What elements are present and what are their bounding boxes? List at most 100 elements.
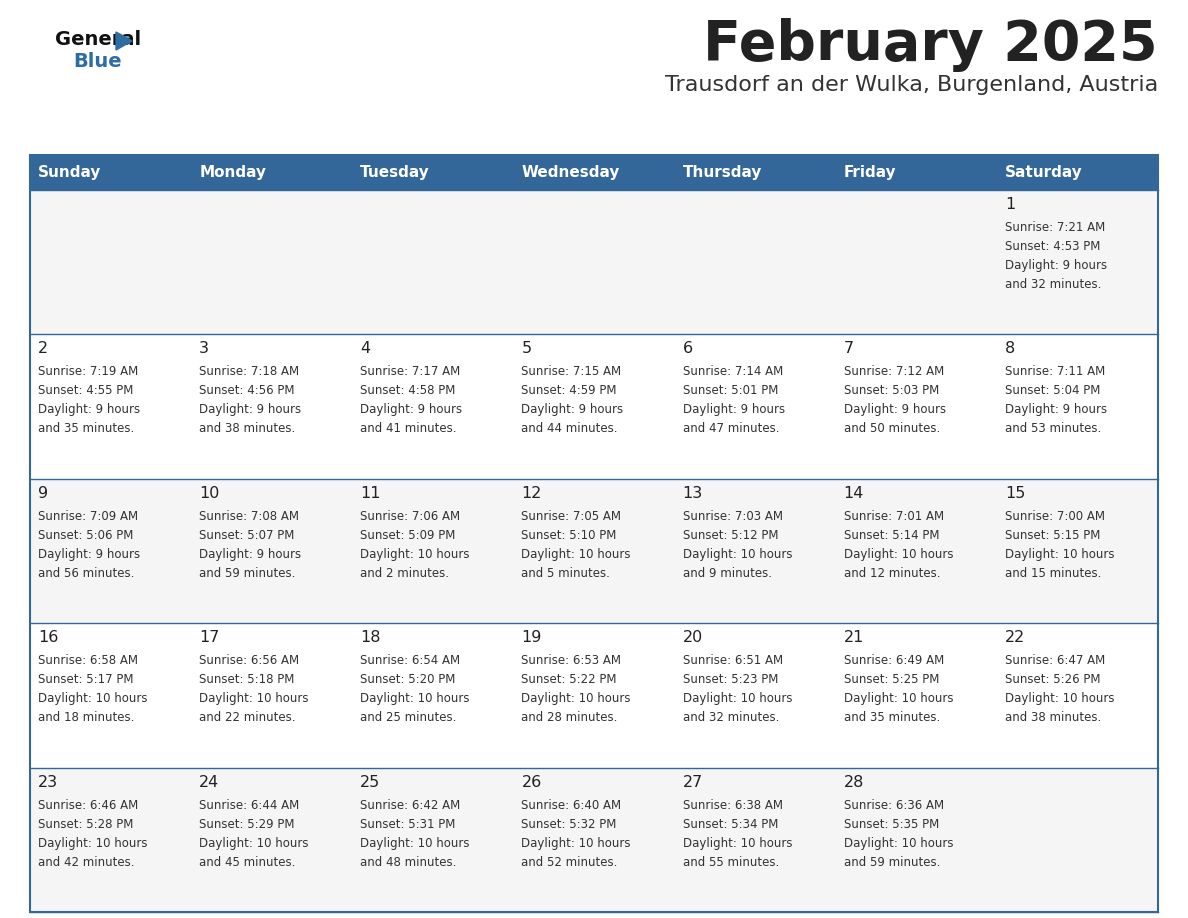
Text: 26: 26 (522, 775, 542, 789)
Text: and 2 minutes.: and 2 minutes. (360, 566, 449, 580)
Text: Daylight: 10 hours: Daylight: 10 hours (522, 548, 631, 561)
Text: Sunrise: 7:06 AM: Sunrise: 7:06 AM (360, 509, 461, 522)
Text: Blue: Blue (72, 52, 121, 71)
Text: and 48 minutes.: and 48 minutes. (360, 856, 456, 868)
Text: 3: 3 (200, 341, 209, 356)
Text: Daylight: 10 hours: Daylight: 10 hours (1005, 548, 1114, 561)
Text: Sunrise: 7:03 AM: Sunrise: 7:03 AM (683, 509, 783, 522)
Text: 8: 8 (1005, 341, 1015, 356)
Text: Daylight: 9 hours: Daylight: 9 hours (1005, 259, 1107, 272)
Text: Daylight: 9 hours: Daylight: 9 hours (200, 548, 302, 561)
Text: Sunset: 5:14 PM: Sunset: 5:14 PM (843, 529, 940, 542)
Text: Sunrise: 7:01 AM: Sunrise: 7:01 AM (843, 509, 943, 522)
Text: Sunset: 5:34 PM: Sunset: 5:34 PM (683, 818, 778, 831)
Text: Daylight: 10 hours: Daylight: 10 hours (843, 692, 953, 705)
Text: Daylight: 9 hours: Daylight: 9 hours (360, 403, 462, 417)
Text: and 5 minutes.: and 5 minutes. (522, 566, 611, 580)
Bar (30, 155, 1158, 912)
Text: Daylight: 10 hours: Daylight: 10 hours (522, 836, 631, 849)
Text: and 35 minutes.: and 35 minutes. (843, 711, 940, 724)
Text: Daylight: 10 hours: Daylight: 10 hours (683, 548, 792, 561)
Text: and 56 minutes.: and 56 minutes. (38, 566, 134, 580)
Text: 6: 6 (683, 341, 693, 356)
Text: Sunset: 5:29 PM: Sunset: 5:29 PM (200, 818, 295, 831)
Text: 22: 22 (1005, 630, 1025, 645)
Text: Daylight: 10 hours: Daylight: 10 hours (200, 836, 309, 849)
Bar (30, 767, 1158, 912)
Polygon shape (116, 32, 132, 50)
Text: 14: 14 (843, 486, 864, 501)
Text: Daylight: 10 hours: Daylight: 10 hours (683, 836, 792, 849)
Text: Trausdorf an der Wulka, Burgenland, Austria: Trausdorf an der Wulka, Burgenland, Aust… (665, 75, 1158, 95)
Text: Sunrise: 7:19 AM: Sunrise: 7:19 AM (38, 365, 138, 378)
Text: Sunrise: 6:42 AM: Sunrise: 6:42 AM (360, 799, 461, 812)
Text: 21: 21 (843, 630, 864, 645)
Text: 24: 24 (200, 775, 220, 789)
Text: Sunset: 5:26 PM: Sunset: 5:26 PM (1005, 673, 1100, 686)
Text: 11: 11 (360, 486, 381, 501)
Text: and 25 minutes.: and 25 minutes. (360, 711, 456, 724)
Text: Daylight: 9 hours: Daylight: 9 hours (683, 403, 785, 417)
Text: Sunrise: 7:05 AM: Sunrise: 7:05 AM (522, 509, 621, 522)
Text: 27: 27 (683, 775, 703, 789)
Text: Sunset: 4:59 PM: Sunset: 4:59 PM (522, 385, 617, 397)
Text: Sunset: 4:58 PM: Sunset: 4:58 PM (360, 385, 456, 397)
Text: Sunset: 5:28 PM: Sunset: 5:28 PM (38, 818, 133, 831)
Text: Sunset: 5:10 PM: Sunset: 5:10 PM (522, 529, 617, 542)
Text: and 44 minutes.: and 44 minutes. (522, 422, 618, 435)
Text: 20: 20 (683, 630, 703, 645)
Text: Sunrise: 6:49 AM: Sunrise: 6:49 AM (843, 655, 944, 667)
Text: and 50 minutes.: and 50 minutes. (843, 422, 940, 435)
Text: and 35 minutes.: and 35 minutes. (38, 422, 134, 435)
Text: Sunrise: 6:44 AM: Sunrise: 6:44 AM (200, 799, 299, 812)
Text: and 47 minutes.: and 47 minutes. (683, 422, 779, 435)
Text: Sunrise: 6:36 AM: Sunrise: 6:36 AM (843, 799, 943, 812)
Text: 19: 19 (522, 630, 542, 645)
Text: Daylight: 9 hours: Daylight: 9 hours (1005, 403, 1107, 417)
Text: Sunset: 5:35 PM: Sunset: 5:35 PM (843, 818, 939, 831)
Text: Daylight: 10 hours: Daylight: 10 hours (843, 836, 953, 849)
Text: Sunrise: 7:18 AM: Sunrise: 7:18 AM (200, 365, 299, 378)
Text: and 38 minutes.: and 38 minutes. (1005, 711, 1101, 724)
Text: and 32 minutes.: and 32 minutes. (1005, 278, 1101, 291)
Text: 4: 4 (360, 341, 371, 356)
Text: 25: 25 (360, 775, 380, 789)
Text: 1: 1 (1005, 197, 1015, 212)
Text: Daylight: 10 hours: Daylight: 10 hours (522, 692, 631, 705)
Text: 16: 16 (38, 630, 58, 645)
Text: and 59 minutes.: and 59 minutes. (843, 856, 940, 868)
Text: Sunset: 4:55 PM: Sunset: 4:55 PM (38, 385, 133, 397)
Text: 5: 5 (522, 341, 531, 356)
Text: February 2025: February 2025 (703, 18, 1158, 72)
Text: Sunrise: 6:46 AM: Sunrise: 6:46 AM (38, 799, 138, 812)
Text: Saturday: Saturday (1005, 165, 1082, 180)
Text: Sunrise: 6:40 AM: Sunrise: 6:40 AM (522, 799, 621, 812)
Text: Wednesday: Wednesday (522, 165, 620, 180)
Text: Daylight: 10 hours: Daylight: 10 hours (38, 692, 147, 705)
Text: Daylight: 10 hours: Daylight: 10 hours (360, 548, 469, 561)
Bar (30, 155, 1158, 190)
Text: Sunset: 5:15 PM: Sunset: 5:15 PM (1005, 529, 1100, 542)
Text: and 28 minutes.: and 28 minutes. (522, 711, 618, 724)
Text: 15: 15 (1005, 486, 1025, 501)
Text: Sunset: 5:31 PM: Sunset: 5:31 PM (360, 818, 456, 831)
Text: 12: 12 (522, 486, 542, 501)
Text: Sunset: 5:03 PM: Sunset: 5:03 PM (843, 385, 939, 397)
Text: Daylight: 9 hours: Daylight: 9 hours (522, 403, 624, 417)
Text: Tuesday: Tuesday (360, 165, 430, 180)
Text: Sunset: 5:25 PM: Sunset: 5:25 PM (843, 673, 939, 686)
Text: and 55 minutes.: and 55 minutes. (683, 856, 779, 868)
Text: Sunrise: 7:15 AM: Sunrise: 7:15 AM (522, 365, 621, 378)
Text: Sunrise: 6:38 AM: Sunrise: 6:38 AM (683, 799, 783, 812)
Bar (30, 190, 1158, 334)
Text: Sunset: 5:07 PM: Sunset: 5:07 PM (200, 529, 295, 542)
Text: Sunrise: 7:12 AM: Sunrise: 7:12 AM (843, 365, 944, 378)
Text: Sunrise: 6:47 AM: Sunrise: 6:47 AM (1005, 655, 1105, 667)
Text: Sunday: Sunday (38, 165, 101, 180)
Text: Daylight: 10 hours: Daylight: 10 hours (683, 692, 792, 705)
Text: and 18 minutes.: and 18 minutes. (38, 711, 134, 724)
Text: Monday: Monday (200, 165, 266, 180)
Text: Daylight: 10 hours: Daylight: 10 hours (843, 548, 953, 561)
Text: Thursday: Thursday (683, 165, 762, 180)
Text: and 45 minutes.: and 45 minutes. (200, 856, 296, 868)
